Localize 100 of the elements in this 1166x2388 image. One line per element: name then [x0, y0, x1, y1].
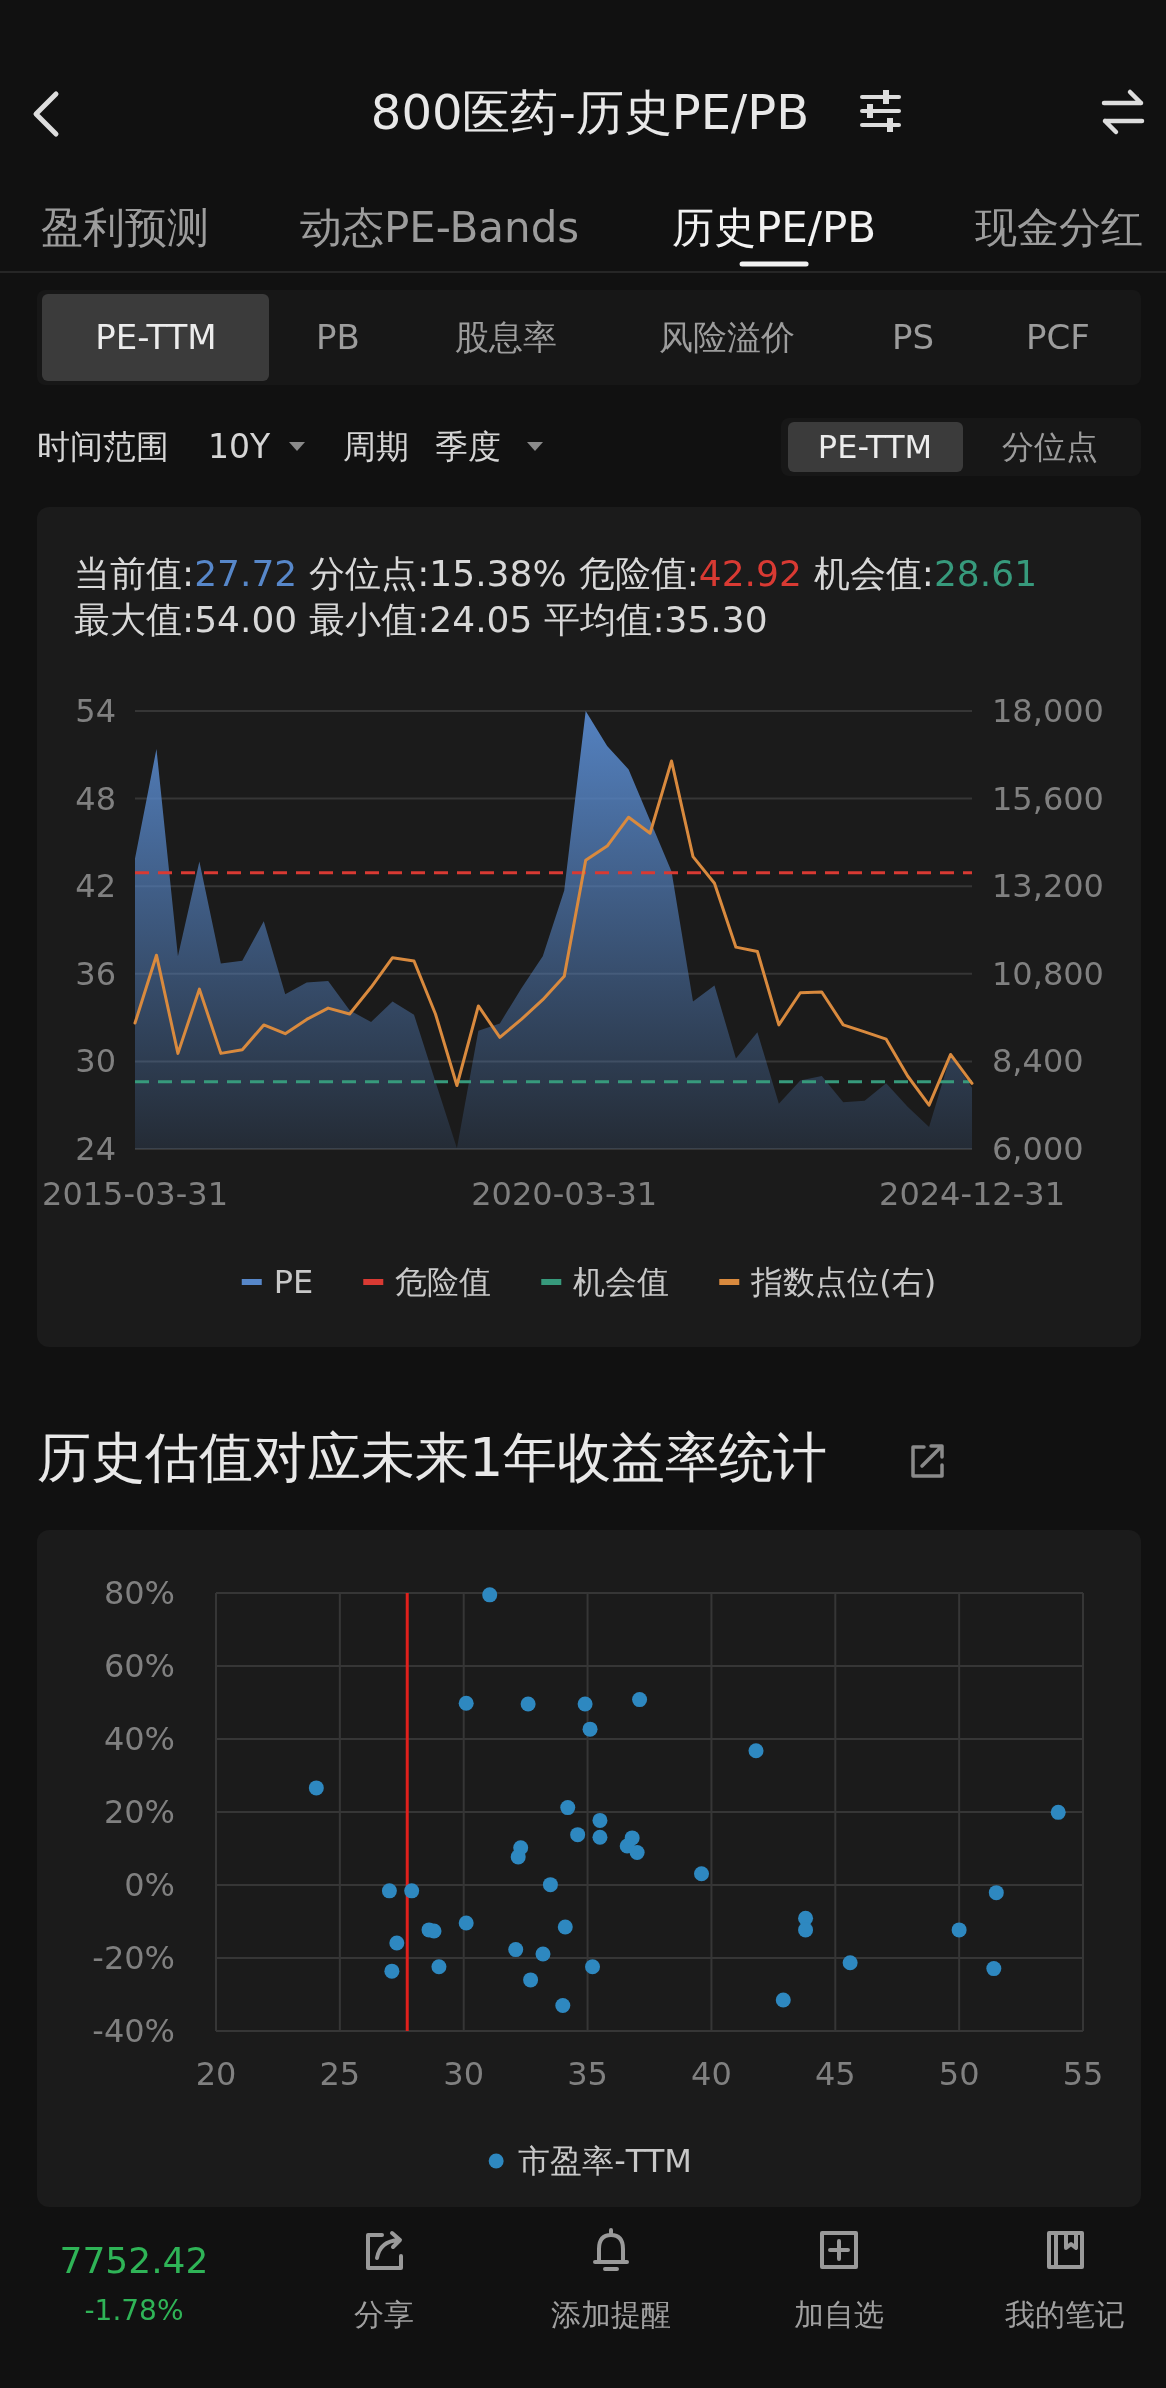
- y-tick-label: 48: [75, 779, 116, 818]
- text: 季度: [435, 426, 501, 466]
- point: [988, 1885, 1004, 1901]
- y-tick-label: 20%: [103, 1793, 175, 1831]
- text: 添加提醒: [551, 2296, 671, 2332]
- y-tick-label: -20%: [92, 1939, 175, 1977]
- y2-tick-label: 15,600: [992, 779, 1104, 818]
- point: [535, 1946, 551, 1962]
- point: [458, 1695, 474, 1711]
- text: 10Y: [208, 426, 271, 466]
- y2-tick-label: 13,200: [992, 867, 1104, 906]
- point: [508, 1942, 524, 1958]
- y-tick-label: 30: [75, 1042, 116, 1081]
- y-tick-label: 54: [75, 692, 116, 730]
- point: [798, 1922, 814, 1938]
- x-tick-label: 35: [567, 2055, 608, 2093]
- text: 盈利预测: [41, 202, 209, 252]
- text: 分位点: [1002, 428, 1098, 466]
- y2-tick-label: 8,400: [992, 1042, 1084, 1081]
- text: 7752.42: [59, 2239, 209, 2281]
- text: 800医药-历史PE/PB: [370, 84, 810, 140]
- legend-label: PE: [273, 1263, 314, 1301]
- y-tick-label: 42: [75, 867, 116, 906]
- text: 动态PE-Bands: [300, 202, 580, 252]
- text: 最小值:24.05: [309, 598, 533, 640]
- point: [520, 1696, 536, 1712]
- point: [629, 1845, 645, 1861]
- y2-tick-label: 6,000: [992, 1130, 1084, 1168]
- x-tick-label: 2020-03-31: [471, 1175, 658, 1213]
- point: [560, 1800, 576, 1816]
- text: 历史PE/PB: [672, 202, 877, 252]
- y2-tick-label: 18,000: [992, 692, 1104, 730]
- x-tick-label: 2015-03-31: [42, 1175, 228, 1213]
- point: [582, 1721, 598, 1737]
- point: [431, 1959, 447, 1975]
- text: 风险溢价: [659, 317, 795, 357]
- y-tick-label: 80%: [103, 1574, 175, 1612]
- point: [381, 1883, 397, 1899]
- point: [775, 1992, 791, 2008]
- line-series: [133, 759, 974, 1107]
- text: PE-TTM: [817, 428, 933, 466]
- point: [555, 1997, 571, 2013]
- point: [694, 1866, 710, 1882]
- x-tick-label: 40: [691, 2055, 732, 2093]
- y-tick-label: 36: [75, 954, 116, 993]
- text: 现金分红: [975, 202, 1143, 252]
- text: 分位点:15.38%: [309, 552, 567, 594]
- text: PCF: [1026, 317, 1090, 357]
- point: [570, 1827, 586, 1843]
- text: 股息率: [455, 317, 557, 357]
- x-tick-label: 50: [938, 2055, 980, 2093]
- point: [632, 1692, 648, 1708]
- point: [523, 1972, 539, 1988]
- y-tick-label: 60%: [103, 1647, 175, 1685]
- x-tick-label: 25: [319, 2055, 361, 2093]
- point: [510, 1849, 526, 1865]
- x-tick-label: 20: [195, 2055, 237, 2093]
- text: 加自选: [794, 2296, 884, 2332]
- text: 周期: [343, 426, 409, 466]
- legend-label: 危险值: [395, 1263, 492, 1301]
- y2-tick-label: 10,800: [992, 954, 1104, 993]
- text: 危险值:42.92: [578, 552, 802, 594]
- x-tick-label: 2024-12-31: [879, 1175, 1065, 1213]
- point: [577, 1696, 593, 1712]
- text: PS: [891, 317, 935, 357]
- chart-title: 历史估值对应未来1年收益率统计: [37, 1425, 828, 1489]
- text: 机会值:28.61: [813, 552, 1038, 594]
- point: [592, 1829, 608, 1845]
- point: [389, 1935, 405, 1951]
- text: 最大值:54.00: [74, 598, 298, 640]
- point: [542, 1877, 558, 1893]
- x-tick-label: 45: [814, 2055, 856, 2093]
- text: 我的笔记: [1005, 2296, 1125, 2332]
- y-tick-label: 40%: [103, 1720, 175, 1758]
- legend-label: 市盈率-TTM: [518, 2142, 692, 2180]
- text: 时间范围: [37, 426, 169, 466]
- point: [482, 1587, 498, 1603]
- point: [592, 1812, 608, 1828]
- point: [557, 1919, 573, 1935]
- legend-label: 指数点位(右): [750, 1263, 937, 1301]
- text: 分享: [354, 2296, 414, 2332]
- point: [748, 1743, 764, 1759]
- point: [951, 1922, 967, 1938]
- point: [585, 1959, 601, 1975]
- point: [842, 1955, 858, 1971]
- legend-label: 机会值: [573, 1263, 670, 1301]
- point: [1050, 1804, 1066, 1820]
- text: -1.78%: [84, 2293, 184, 2327]
- text: 平均值:35.30: [544, 598, 768, 640]
- point: [404, 1883, 420, 1899]
- y-tick-label: -40%: [92, 2012, 175, 2050]
- point: [458, 1915, 474, 1931]
- x-tick-label: 55: [1062, 2055, 1104, 2093]
- point: [986, 1961, 1002, 1977]
- text: PE-TTM: [95, 317, 217, 357]
- y-tick-label: 24: [75, 1130, 116, 1168]
- text: PB: [316, 317, 360, 357]
- x-tick-label: 30: [443, 2055, 485, 2093]
- text: 当前值:27.72: [74, 552, 298, 594]
- y-tick-label: 0%: [124, 1866, 175, 1904]
